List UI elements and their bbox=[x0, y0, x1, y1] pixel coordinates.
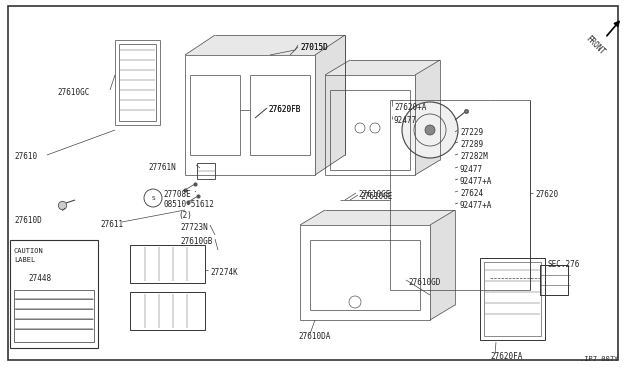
Text: 27610D: 27610D bbox=[14, 216, 42, 225]
Text: 27610GD: 27610GD bbox=[408, 278, 440, 287]
Text: 27015D: 27015D bbox=[300, 43, 328, 52]
Bar bbox=[540, 265, 568, 295]
Text: 27610GC: 27610GC bbox=[57, 88, 90, 97]
Text: FRONT: FRONT bbox=[584, 34, 606, 57]
Text: 27620: 27620 bbox=[535, 190, 558, 199]
Polygon shape bbox=[430, 210, 455, 320]
Text: 27761N: 27761N bbox=[148, 163, 176, 172]
Text: CAUTION: CAUTION bbox=[14, 248, 44, 254]
Text: 27610GB: 27610GB bbox=[180, 237, 212, 246]
Bar bbox=[14, 290, 94, 342]
Text: 27274K: 27274K bbox=[210, 268, 237, 277]
Polygon shape bbox=[325, 60, 440, 75]
Text: S: S bbox=[151, 196, 155, 201]
Circle shape bbox=[425, 125, 435, 135]
Text: 27708E: 27708E bbox=[163, 190, 191, 199]
Text: 27611: 27611 bbox=[100, 220, 123, 229]
Polygon shape bbox=[300, 210, 455, 225]
Polygon shape bbox=[415, 60, 440, 175]
Text: 27610GE: 27610GE bbox=[358, 190, 390, 199]
Bar bbox=[10, 240, 98, 348]
Text: 27282M: 27282M bbox=[460, 152, 488, 161]
Text: 27620+A: 27620+A bbox=[394, 103, 426, 112]
Polygon shape bbox=[185, 35, 345, 55]
Polygon shape bbox=[315, 35, 345, 175]
Text: SEC.276: SEC.276 bbox=[548, 260, 580, 269]
Bar bbox=[484, 262, 541, 336]
Text: 27620FA: 27620FA bbox=[490, 352, 522, 361]
Text: 27015D: 27015D bbox=[300, 43, 328, 52]
Text: 92477: 92477 bbox=[460, 165, 483, 174]
Text: 27610: 27610 bbox=[14, 152, 37, 161]
Text: 27620FB: 27620FB bbox=[268, 105, 300, 114]
Text: 27610DA: 27610DA bbox=[298, 332, 330, 341]
Text: 27610GE: 27610GE bbox=[360, 192, 392, 201]
Text: LABEL: LABEL bbox=[14, 257, 35, 263]
Text: 92477: 92477 bbox=[394, 116, 417, 125]
Bar bbox=[130, 292, 205, 330]
Text: 92477+A: 92477+A bbox=[460, 177, 492, 186]
Bar bbox=[197, 163, 215, 179]
Circle shape bbox=[402, 102, 458, 158]
Text: 27620FB: 27620FB bbox=[268, 105, 300, 114]
Text: 27624: 27624 bbox=[460, 189, 483, 198]
Bar bbox=[130, 245, 205, 283]
Text: 08510-51612: 08510-51612 bbox=[163, 200, 214, 209]
Text: .IP7 007Y: .IP7 007Y bbox=[580, 356, 618, 362]
Text: 27448: 27448 bbox=[28, 274, 51, 283]
Text: (2): (2) bbox=[178, 211, 192, 220]
Bar bbox=[480, 258, 545, 340]
Text: 27229: 27229 bbox=[460, 128, 483, 137]
Text: 27723N: 27723N bbox=[180, 223, 208, 232]
Text: 27289: 27289 bbox=[460, 140, 483, 149]
Text: 92477+A: 92477+A bbox=[460, 201, 492, 210]
